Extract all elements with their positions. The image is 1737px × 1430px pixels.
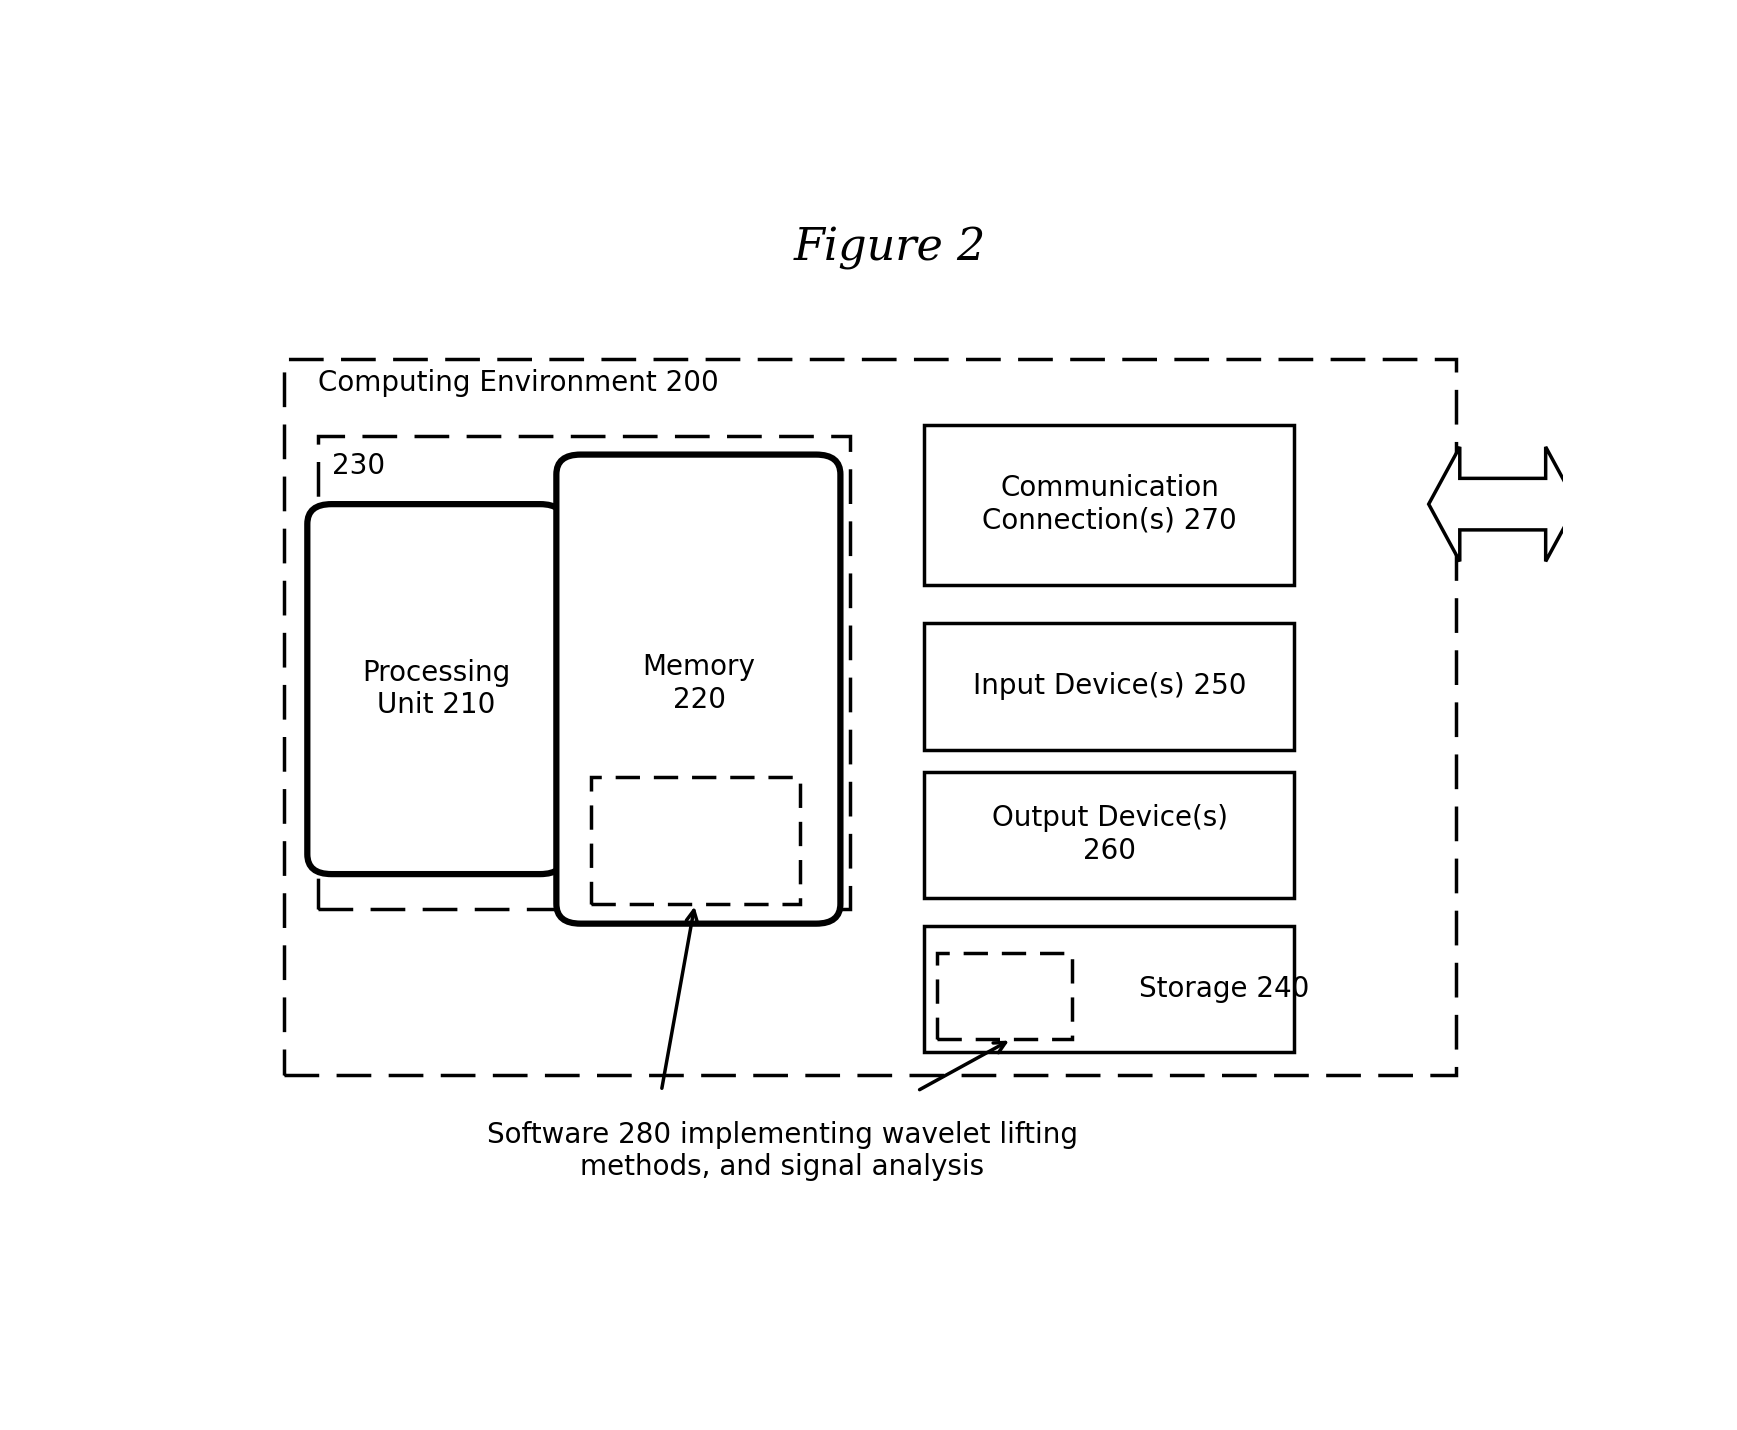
- Text: Computing Environment 200: Computing Environment 200: [318, 369, 719, 398]
- Text: Figure 2: Figure 2: [794, 227, 987, 270]
- Bar: [924, 925, 1294, 1052]
- Text: Processing
Unit 210: Processing Unit 210: [363, 659, 511, 719]
- FancyBboxPatch shape: [556, 455, 841, 924]
- Text: Memory
220: Memory 220: [643, 654, 756, 714]
- Bar: [591, 778, 801, 904]
- Text: Input Device(s) 250: Input Device(s) 250: [973, 672, 1247, 699]
- Bar: [318, 436, 849, 909]
- Text: 230: 230: [332, 452, 384, 480]
- Text: Software 280 implementing wavelet lifting
methods, and signal analysis: Software 280 implementing wavelet liftin…: [486, 1121, 1079, 1181]
- Bar: [285, 359, 1456, 1074]
- Text: Storage 240: Storage 240: [1139, 975, 1310, 1002]
- Bar: [924, 772, 1294, 898]
- Text: Output Device(s)
260: Output Device(s) 260: [992, 804, 1228, 865]
- FancyBboxPatch shape: [307, 505, 565, 874]
- Polygon shape: [1428, 446, 1577, 562]
- Text: Communication
Connection(s) 270: Communication Connection(s) 270: [981, 473, 1237, 535]
- Bar: [924, 623, 1294, 749]
- Bar: [924, 425, 1294, 585]
- Bar: [938, 954, 1072, 1040]
